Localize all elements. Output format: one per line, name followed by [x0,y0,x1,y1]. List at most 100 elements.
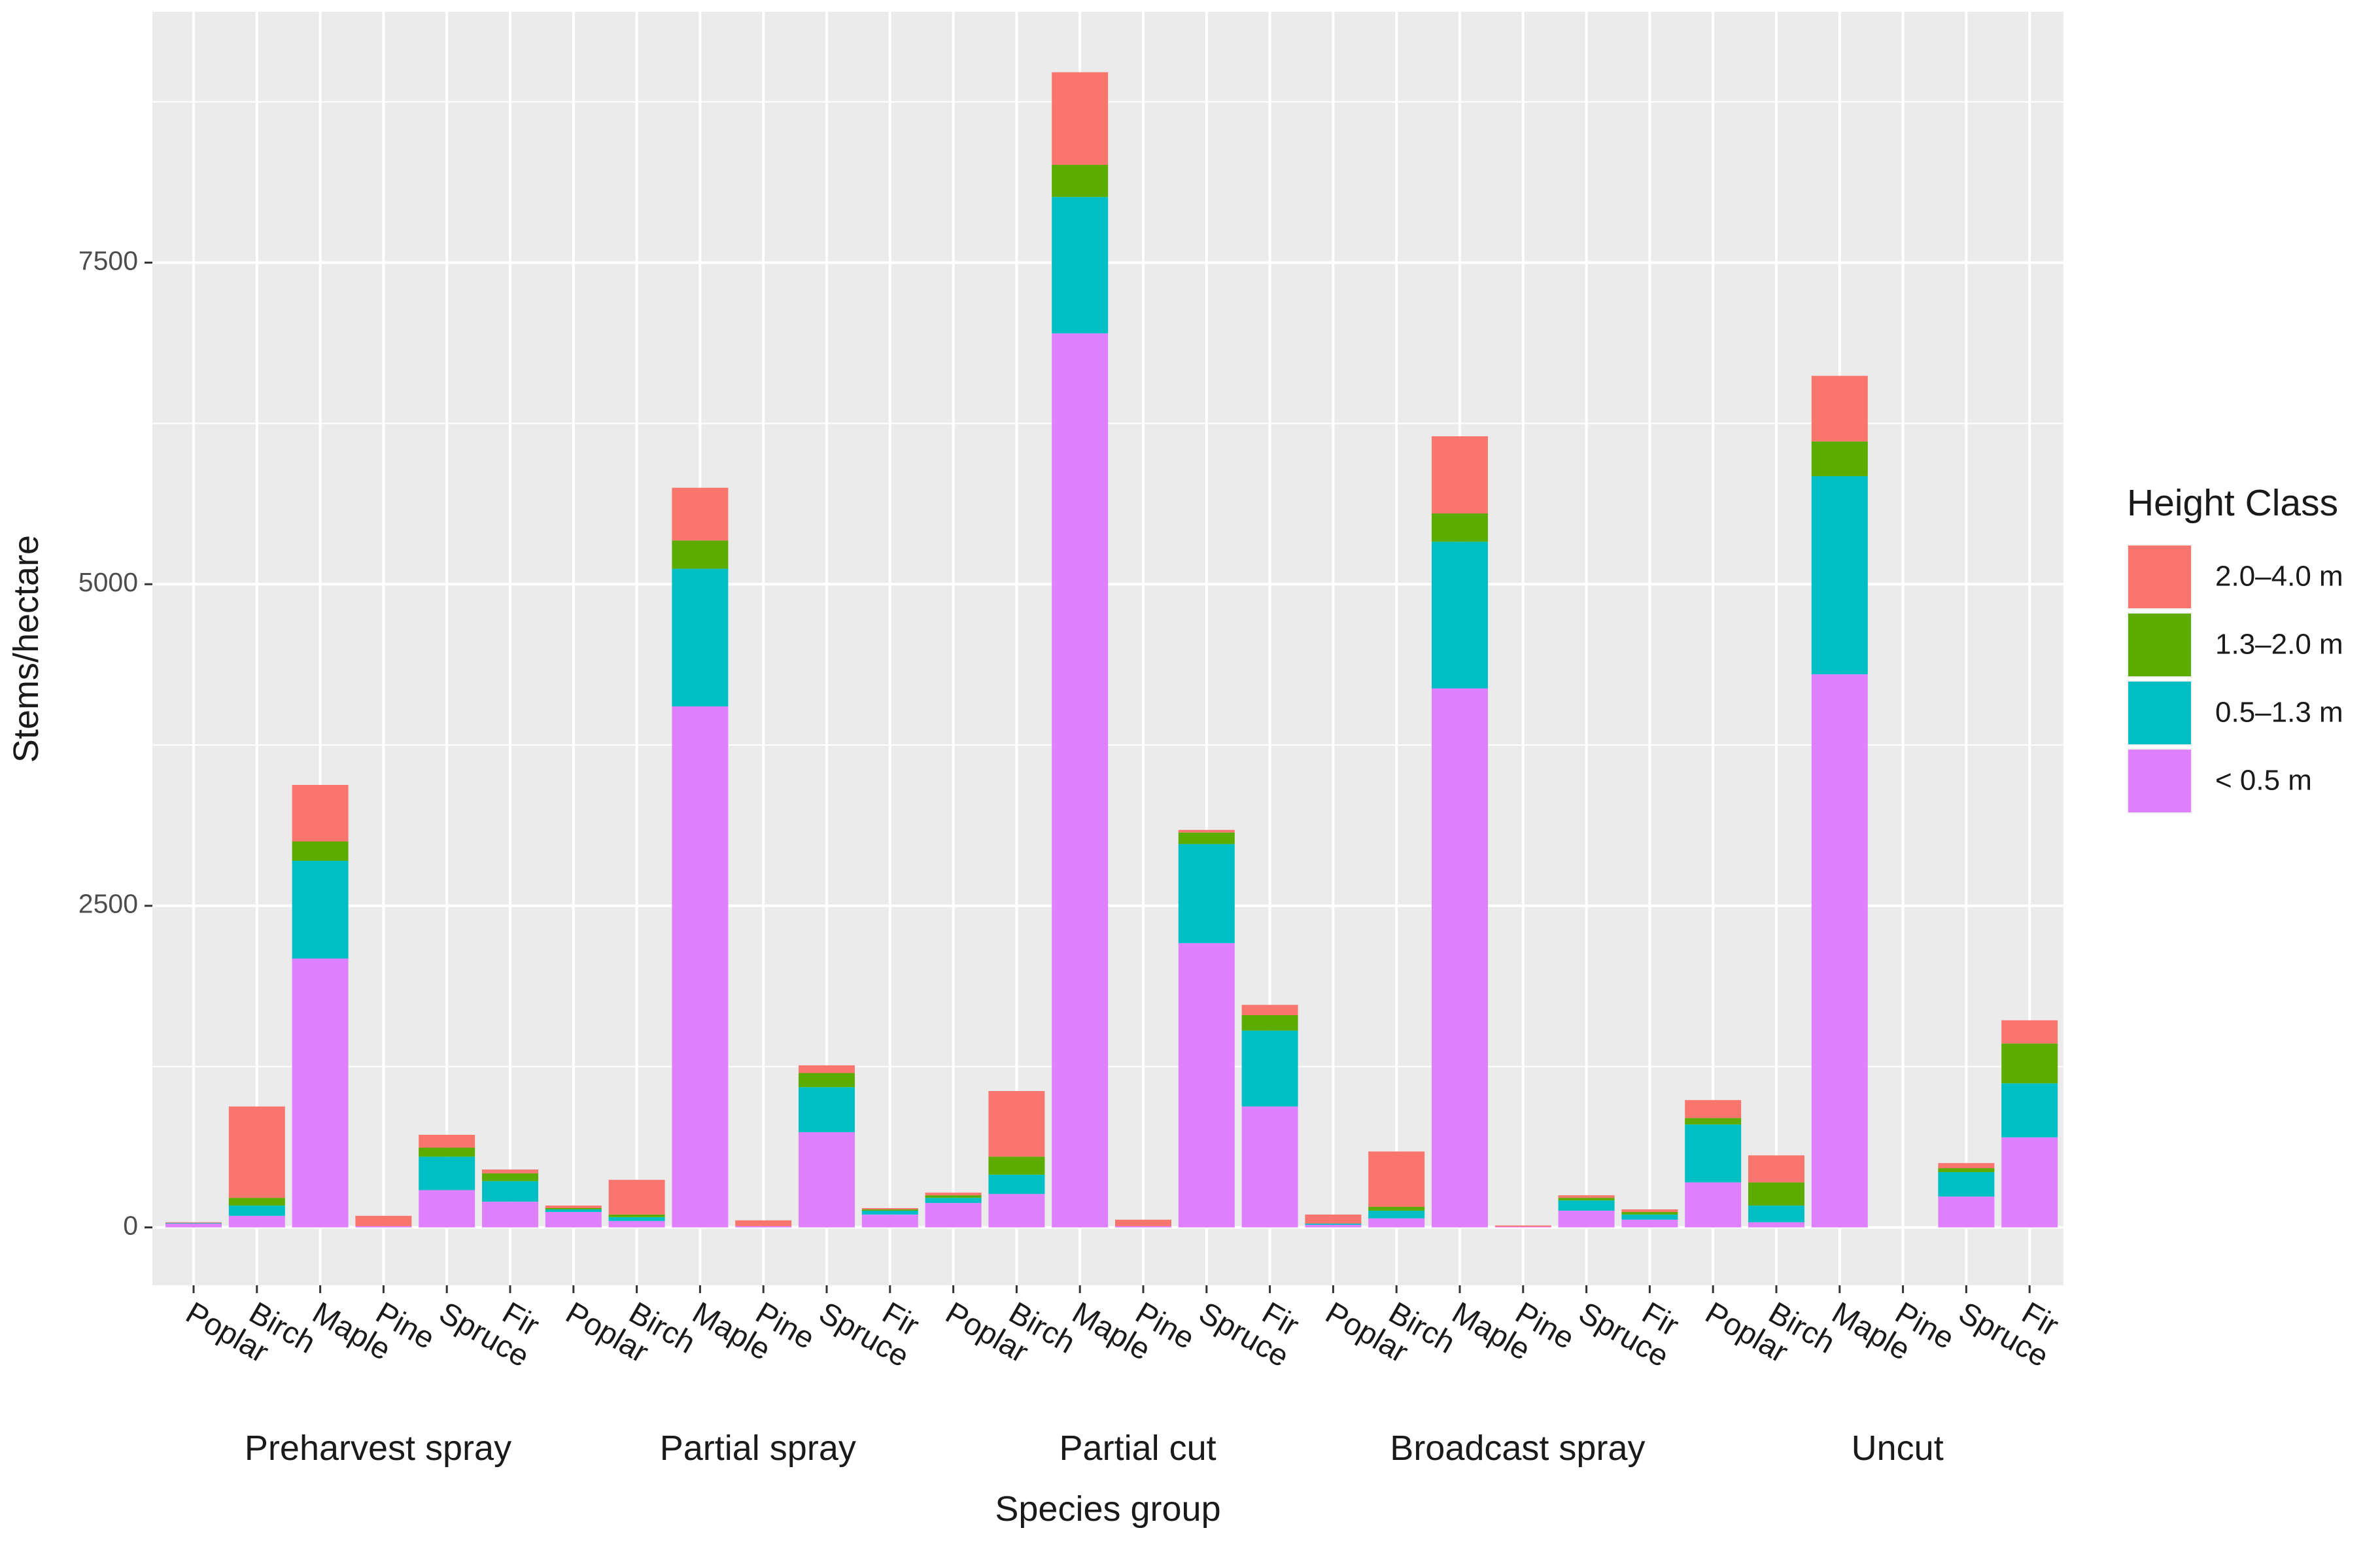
bar-segment [1621,1214,1678,1220]
y-axis-title: Stems/hectare [7,535,46,763]
group-label: Preharvest spray [245,1429,511,1468]
legend: Height Class 2.0–4.0 m 1.3–2.0 m 0.5–1.3 m… [2127,482,2343,814]
group-label: Partial cut [1060,1429,1216,1468]
bar-segment [1685,1124,1742,1183]
bar-segment [2001,1083,2058,1137]
bar-segment [672,540,729,569]
bar-segment [1811,375,1868,442]
bar-segment [228,1106,285,1198]
bar-segment [1938,1196,1995,1228]
bar-segment [545,1208,602,1209]
bar-segment [1241,1005,1298,1015]
bar-segment [672,706,729,1228]
bar-segment [165,1223,222,1228]
bar-segment [165,1222,222,1223]
bar-segment [861,1208,918,1209]
bar-segment [861,1214,918,1228]
bar-segment [1621,1219,1678,1228]
bar-segment [988,1174,1045,1194]
bar-segment [228,1215,285,1228]
bar-segment [1558,1200,1615,1211]
bar-segment [861,1210,918,1215]
group-label: Uncut [1852,1429,1944,1468]
legend-label: 0.5–1.3 m [2215,697,2343,729]
bar-segment [988,1091,1045,1157]
x-axis-title: Species group [995,1489,1220,1529]
y-tick-label: 5000 [78,567,138,597]
bar-segment [355,1215,412,1226]
bar-segment [799,1087,855,1132]
bar-segment [672,568,729,706]
legend-label: 1.3–2.0 m [2215,629,2343,661]
legend-swatch [2128,614,2191,676]
bar-segment [419,1147,475,1157]
legend-swatch [2128,682,2191,744]
bar-segment [1432,688,1488,1228]
group-label: Partial spray [660,1429,856,1468]
bar-segment [482,1202,538,1228]
bar-segment [1558,1198,1615,1201]
bar-segment [2001,1020,2058,1044]
bar-segment [1494,1225,1551,1227]
bar-segment [1241,1030,1298,1107]
bar-segment [672,487,729,541]
bar-segment [799,1065,855,1073]
bars [165,72,2058,1228]
bar-segment [1494,1226,1551,1228]
bar-segment [1368,1207,1425,1211]
bar-segment [1305,1214,1362,1224]
bar-segment [1748,1205,1804,1222]
bar-segment [988,1156,1045,1175]
bar-segment [1621,1209,1678,1212]
bar-segment [419,1134,475,1148]
bar-segment [292,958,349,1228]
bar-segment [1052,333,1109,1228]
bar-segment [292,861,349,959]
bar-segment [2001,1137,2058,1228]
bar-segment [355,1226,412,1228]
bar-segment [1052,197,1109,334]
y-tick-label: 7500 [78,245,138,275]
bar-segment [482,1170,538,1173]
bar-segment [292,784,349,842]
bar-segment [608,1217,665,1221]
bar-segment [1368,1218,1425,1228]
bar-segment [1052,165,1109,198]
bar-segment [228,1205,285,1216]
bar-segment [988,1194,1045,1228]
bar-segment [1305,1223,1362,1225]
bar-segment [1811,674,1868,1228]
legend-swatch [2128,750,2191,812]
bar-segment [608,1214,665,1217]
bar-segment [1432,513,1488,542]
bar-segment [735,1220,792,1226]
bar-segment [545,1211,602,1228]
bar-segment [419,1156,475,1190]
bar-segment [228,1198,285,1206]
bar-segment [419,1190,475,1228]
bar-segment [1748,1222,1804,1228]
bar-segment [292,841,349,861]
legend-swatch [2128,546,2191,608]
y-axis: 0 2500 5000 7500 [78,245,152,1240]
bar-segment [1115,1219,1171,1226]
bar-segment [1052,72,1109,165]
bar-segment [1558,1210,1615,1228]
y-tick-label: 0 [123,1210,138,1240]
legend-label: < 0.5 m [2215,765,2312,797]
legend-title: Height Class [2127,482,2338,524]
bar-segment [1432,436,1488,513]
bar-segment [925,1195,982,1198]
bar-segment [2001,1043,2058,1084]
bar-segment [1432,542,1488,689]
bar-segment [1938,1168,1995,1172]
bar-segment [1685,1118,1742,1125]
bar-segment [861,1209,918,1211]
bar-segment [1558,1195,1615,1198]
bar-segment [925,1192,982,1196]
bar-segment [1241,1106,1298,1228]
legend-label: 2.0–4.0 m [2215,561,2343,593]
bar-segment [1305,1224,1362,1228]
